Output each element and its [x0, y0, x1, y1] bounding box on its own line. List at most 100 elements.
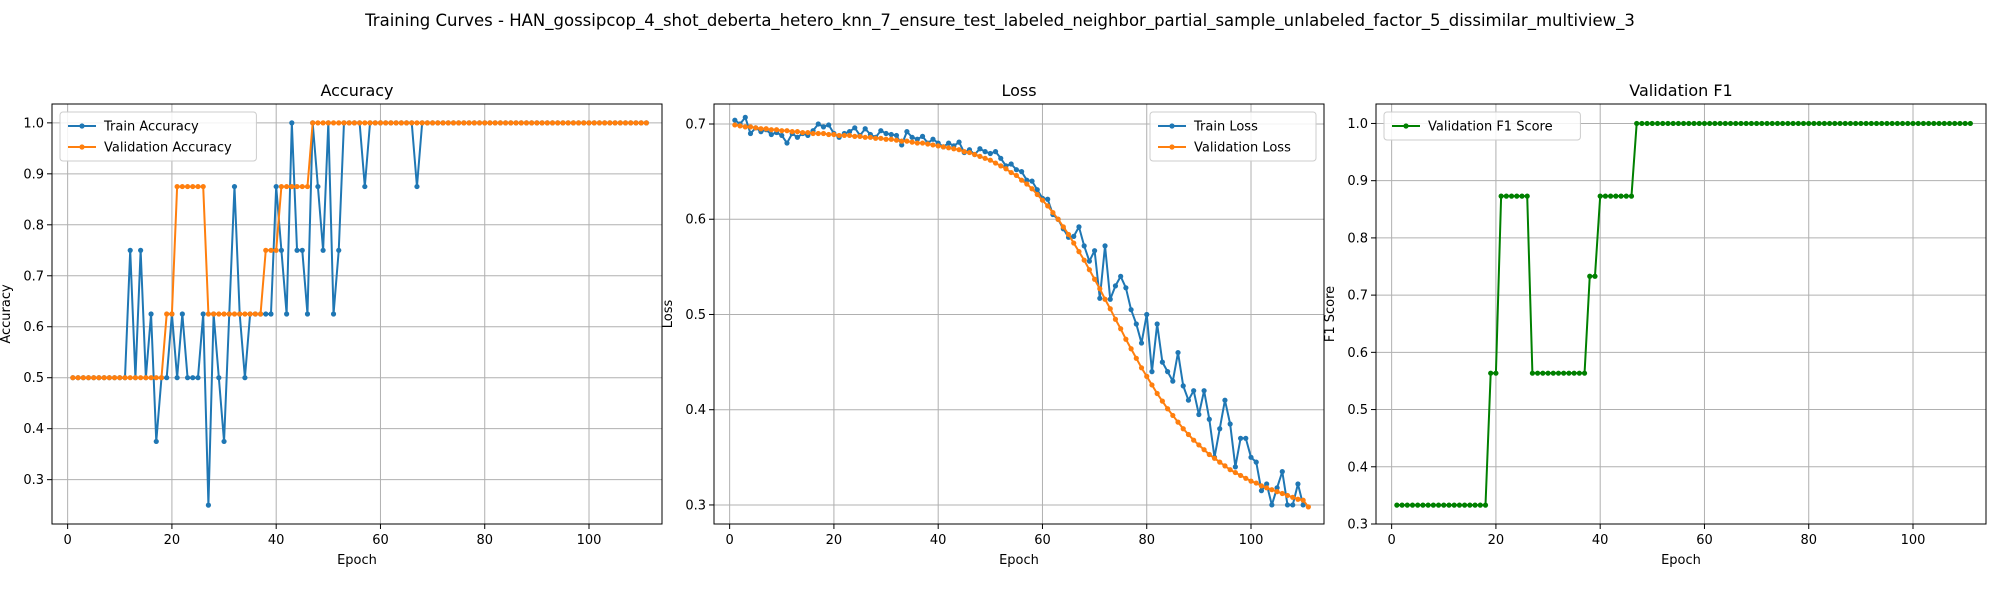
data-point — [1519, 193, 1525, 199]
data-point — [1211, 455, 1218, 461]
data-point — [247, 311, 253, 317]
data-point — [930, 142, 936, 148]
data-point — [450, 120, 457, 126]
data-point — [1441, 502, 1447, 508]
data-point — [773, 127, 780, 133]
data-point — [1128, 307, 1134, 313]
data-point — [919, 140, 926, 146]
data-point — [1399, 502, 1405, 508]
data-point — [1237, 435, 1244, 441]
data-point — [925, 141, 931, 147]
data-point — [758, 126, 764, 132]
data-point — [132, 375, 139, 381]
data-point — [1201, 388, 1207, 394]
y-tick-label: 0.4 — [23, 422, 44, 437]
data-point — [893, 132, 900, 139]
legend-box — [1383, 111, 1581, 141]
data-point — [560, 120, 566, 126]
data-point — [1154, 321, 1160, 327]
data-point — [643, 120, 649, 126]
data-point — [211, 311, 217, 317]
data-point — [612, 120, 618, 126]
data-point — [1409, 502, 1416, 508]
data-point — [1618, 193, 1624, 199]
data-point — [492, 120, 498, 126]
data-point — [1097, 295, 1103, 301]
data-point — [1602, 193, 1608, 199]
data-point — [1576, 370, 1582, 376]
data-point — [195, 183, 201, 190]
data-point — [1905, 120, 1911, 127]
data-point — [1800, 120, 1807, 127]
data-point — [497, 120, 503, 126]
data-point — [1034, 191, 1040, 198]
data-point — [1634, 120, 1640, 127]
x-tick-label: 0 — [64, 533, 72, 548]
data-point — [1222, 463, 1228, 469]
data-point — [138, 375, 144, 381]
data-point — [1873, 120, 1880, 127]
data-point — [539, 120, 545, 126]
data-point — [242, 375, 248, 381]
data-point — [846, 132, 853, 139]
data-point — [534, 120, 540, 126]
data-point — [1451, 502, 1457, 508]
data-point — [221, 438, 227, 445]
data-point — [1514, 193, 1520, 199]
data-point — [956, 139, 962, 145]
data-point — [278, 247, 284, 253]
data-point — [273, 247, 279, 253]
data-point — [1071, 240, 1077, 246]
data-point — [1806, 120, 1812, 127]
data-point — [1456, 502, 1463, 508]
data-point — [1952, 120, 1958, 127]
data-point — [164, 311, 170, 317]
data-point — [940, 144, 947, 150]
data-point — [899, 138, 905, 144]
data-point — [742, 124, 748, 130]
data-point — [1868, 120, 1874, 127]
data-point — [257, 311, 264, 317]
data-point — [216, 375, 222, 381]
data-point — [1446, 502, 1452, 508]
axes-frame — [51, 103, 663, 525]
data-point — [148, 375, 154, 381]
data-point — [195, 375, 201, 381]
data-point — [320, 247, 326, 253]
data-point — [935, 143, 941, 149]
data-point — [1701, 120, 1708, 127]
data-point — [1180, 426, 1186, 432]
data-point — [294, 183, 300, 190]
data-point — [810, 130, 816, 137]
data-point — [398, 120, 404, 126]
data-point — [1545, 370, 1551, 376]
data-point — [946, 140, 952, 146]
data-point — [242, 311, 248, 317]
data-point — [1237, 472, 1244, 479]
data-point — [80, 375, 86, 381]
data-point — [341, 120, 347, 126]
data-point — [216, 311, 222, 317]
data-point — [1013, 167, 1019, 173]
data-point — [1133, 321, 1139, 327]
data-point — [888, 131, 894, 138]
data-point — [403, 120, 410, 126]
data-point — [1248, 478, 1254, 484]
data-point — [1488, 370, 1494, 376]
data-point — [826, 131, 832, 138]
legend-box — [1149, 111, 1317, 162]
legend-label: Train Loss — [1193, 120, 1258, 135]
data-point — [299, 247, 305, 253]
data-point — [330, 311, 337, 317]
data-point — [1581, 370, 1588, 376]
data-point — [956, 147, 962, 153]
data-point — [70, 375, 76, 381]
y-tick-label: 1.0 — [23, 116, 44, 131]
data-point — [581, 120, 587, 126]
data-point — [1811, 120, 1817, 127]
data-point — [1191, 437, 1197, 443]
data-point — [1065, 231, 1072, 238]
data-point — [857, 133, 863, 139]
data-point — [1774, 120, 1781, 127]
data-point — [1555, 370, 1562, 376]
